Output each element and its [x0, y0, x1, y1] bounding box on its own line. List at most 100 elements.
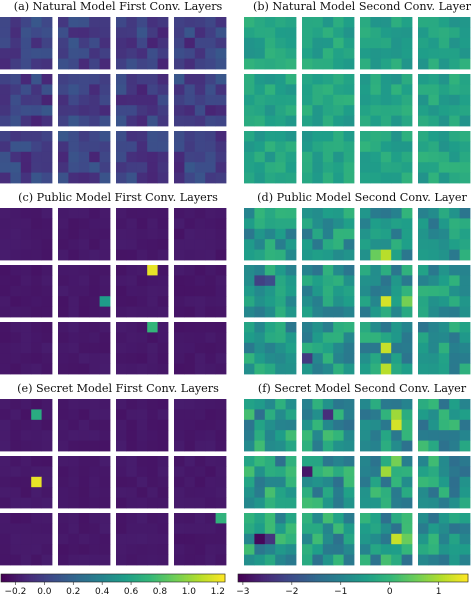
heatmap-cell — [438, 332, 450, 344]
colorbar-gradient-step — [276, 574, 279, 582]
heatmap-cell — [174, 544, 185, 555]
panel-title: (d) Public Model Second Conv. Layer — [257, 191, 467, 204]
heatmap-cell — [126, 456, 138, 467]
heatmap-cell — [285, 105, 297, 116]
heatmap-cell — [275, 17, 286, 28]
heatmap-cell — [136, 523, 148, 535]
heatmap-cell — [322, 27, 334, 39]
colorbar-gradient-step — [270, 574, 273, 582]
heatmap-cell — [333, 476, 344, 488]
colorbar-gradient-step — [135, 574, 138, 582]
heatmap-cell — [428, 105, 440, 116]
colorbar-gradient-step — [331, 574, 335, 582]
heatmap-cell — [136, 48, 148, 59]
colorbar-gradient-step — [333, 574, 337, 582]
heatmap-cell — [360, 487, 371, 498]
heatmap-cell — [215, 17, 227, 28]
heatmap-cell — [391, 409, 402, 421]
heatmap-cell — [391, 363, 402, 375]
heatmap-cell — [184, 115, 196, 127]
heatmap-cell — [184, 409, 196, 421]
heatmap-cell — [184, 94, 196, 106]
heatmap-cell — [418, 409, 429, 421]
colorbar-gradient-step — [360, 574, 364, 582]
heatmap-cell — [68, 265, 80, 276]
colorbar-gradient-step — [247, 574, 250, 582]
heatmap-cell — [264, 249, 276, 261]
heatmap-cell — [302, 208, 313, 219]
heatmap-cell — [89, 162, 100, 173]
heatmap-cell — [254, 306, 266, 318]
heatmap-cell — [136, 456, 148, 467]
heatmap-cell — [215, 363, 227, 375]
colorbar-gradient-step — [372, 574, 375, 582]
heatmap-cell — [157, 466, 169, 478]
heatmap-cell — [428, 456, 440, 467]
heatmap-cell — [174, 162, 185, 173]
heatmap-cell — [136, 151, 148, 163]
heatmap-cell — [215, 239, 227, 250]
heatmap-cell — [449, 430, 460, 441]
heatmap-cell — [20, 58, 32, 70]
heatmap-cell — [68, 74, 80, 85]
heatmap-cell — [244, 554, 255, 566]
heatmap-cell — [215, 476, 227, 488]
heatmap-cell — [78, 172, 90, 184]
colorbar-gradient-step — [83, 574, 86, 582]
heatmap-cell — [10, 554, 22, 566]
colorbar-gradient-step — [316, 574, 319, 582]
heatmap-cell — [360, 58, 371, 70]
heatmap-cell — [99, 440, 111, 452]
heatmap-cell — [58, 265, 69, 276]
heatmap-cell — [449, 265, 460, 276]
heatmap-cell — [205, 544, 216, 555]
colorbar-right: −3 −2 −1 0 1 — [236, 573, 469, 594]
heatmap-cell — [31, 37, 42, 49]
heatmap-cell — [449, 131, 460, 142]
heatmap-cell — [0, 523, 11, 535]
colorbar-gradient-step — [303, 574, 306, 582]
heatmap-cell — [78, 306, 90, 318]
heatmap-cell — [244, 533, 255, 545]
heatmap-cell — [215, 151, 227, 163]
heatmap-cell — [401, 513, 413, 524]
colorbar-gradient-step — [96, 574, 99, 582]
heatmap-cell — [10, 296, 22, 307]
heatmap-cell — [302, 48, 313, 59]
heatmap-cell — [78, 48, 90, 59]
heatmap-cell — [0, 466, 11, 478]
colorbar-gradient-step — [308, 574, 312, 582]
heatmap-cell — [20, 285, 32, 297]
heatmap-cell — [333, 58, 344, 70]
colorbar-gradient-step — [64, 574, 67, 582]
heatmap-cell — [126, 544, 138, 555]
heatmap-cell — [215, 58, 227, 70]
heatmap-cell — [0, 228, 11, 240]
heatmap-cell — [116, 554, 127, 566]
colorbar-gradient-step — [404, 574, 408, 582]
heatmap-cell — [126, 523, 138, 535]
colorbar-gradient-step — [198, 574, 202, 582]
heatmap-cell — [285, 265, 297, 276]
heatmap-cell — [418, 115, 429, 127]
colorbar-gradient-step — [118, 574, 121, 582]
heatmap-cell — [254, 141, 266, 153]
colorbar-gradient-step — [30, 574, 34, 582]
heatmap-cell — [147, 363, 158, 375]
heatmap-cell — [116, 48, 127, 59]
heatmap-cell — [20, 249, 32, 261]
heatmap-cell — [126, 239, 138, 250]
heatmap-cell — [116, 497, 127, 509]
heatmap-cell — [136, 342, 148, 354]
colorbar-gradient-step — [223, 574, 226, 582]
heatmap-cell — [194, 332, 206, 344]
heatmap-cell — [312, 17, 324, 28]
colorbar-gradient-step — [98, 574, 101, 582]
heatmap-cell — [116, 172, 127, 184]
heatmap-cell — [449, 419, 460, 431]
heatmap-cell — [20, 208, 32, 219]
colorbar-gradient-step — [268, 574, 272, 582]
heatmap-cell — [31, 353, 42, 364]
heatmap-cell — [136, 533, 148, 545]
heatmap-cell — [184, 296, 196, 307]
